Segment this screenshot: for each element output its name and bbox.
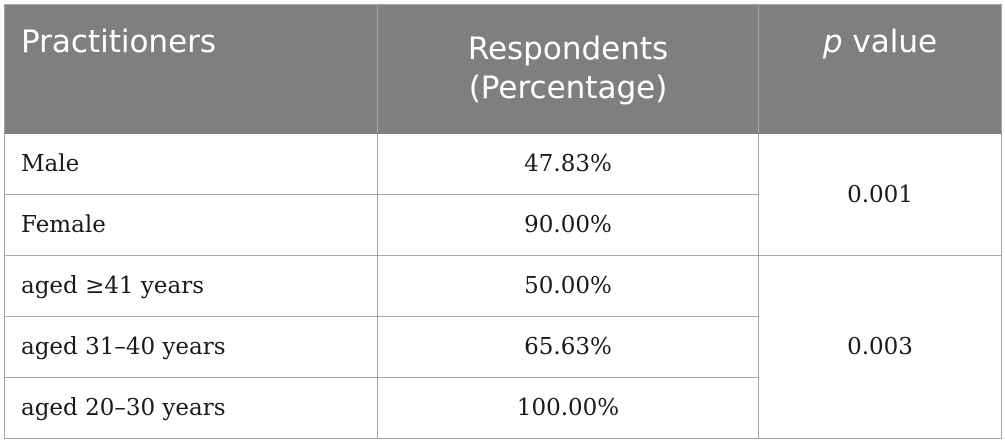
row-label: aged 31–40 years (4, 316, 378, 378)
row-value: 90.00% (377, 194, 759, 256)
group-p-value: 0.001 (758, 133, 1002, 256)
table-header: Practitioners Respondents (Percentage) p… (4, 4, 1002, 134)
group-p-value: 0.003 (758, 255, 1002, 439)
table-row: aged 20–30 years 100.00% (4, 377, 1002, 439)
table-row: Male 47.83% 0.001 (4, 133, 1002, 256)
header-p-rest: value (842, 24, 938, 60)
row-value: 50.00% (377, 255, 759, 317)
header-practitioners-label: Practitioners (21, 24, 217, 60)
row-value: 100.00% (377, 377, 759, 439)
row-label: Male (4, 133, 378, 195)
row-value: 47.83% (377, 133, 759, 195)
table-body: Male 47.83% 0.001 Female 90.00% aged ≥41… (4, 133, 1002, 439)
row-value: 65.63% (377, 316, 759, 378)
row-label: aged ≥41 years (4, 255, 378, 317)
row-label: Female (4, 194, 378, 256)
header-respondents: Respondents (Percentage) (377, 4, 759, 134)
header-respondents-line2: (Percentage) (468, 70, 668, 106)
header-p-value: p value (758, 4, 1002, 134)
header-p-italic: p (822, 24, 843, 60)
data-table: Practitioners Respondents (Percentage) p… (4, 4, 1002, 439)
header-row: Practitioners Respondents (Percentage) p… (4, 4, 1002, 134)
row-label: aged 20–30 years (4, 377, 378, 439)
header-respondents-line1: Respondents (467, 31, 669, 67)
header-practitioners: Practitioners (4, 4, 378, 134)
table-row: aged ≥41 years 50.00% 0.003 (4, 255, 1002, 439)
table-row: Female 90.00% (4, 194, 1002, 256)
